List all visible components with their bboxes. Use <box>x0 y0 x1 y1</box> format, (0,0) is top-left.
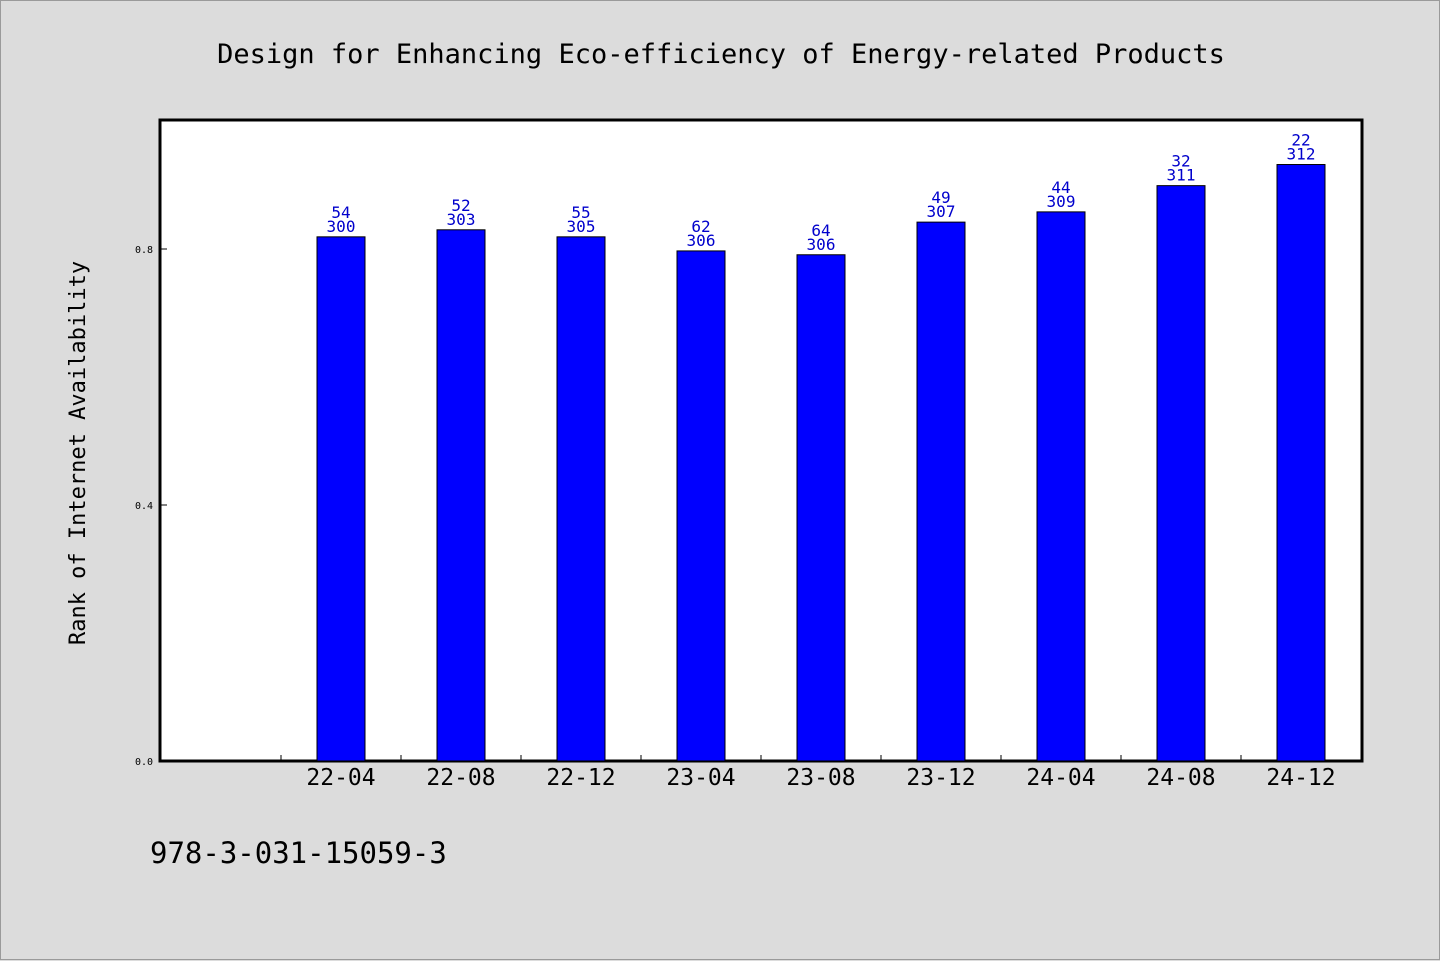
x-ticks: 22-04 22-08 22-12 23-04 23-08 23-12 24-04 24-08… <box>280 755 1336 791</box>
bar-label-top: 22 <box>1291 131 1310 150</box>
bar-23-04 <box>676 250 726 762</box>
bar-label-bottom: 311 <box>1167 166 1196 185</box>
x-tick-label: 23-04 <box>666 765 735 791</box>
isbn-footer: 978-3-031-15059-3 <box>150 836 447 870</box>
bar-label-bottom: 306 <box>807 235 836 254</box>
bar-label-top: 52 <box>451 196 470 215</box>
y-ticks: 0.0 0.4 0.8 <box>135 245 167 768</box>
bar-23-08 <box>796 254 846 762</box>
y-tick-label: 0.8 <box>135 245 153 256</box>
bar-label-bottom: 312 <box>1287 145 1316 164</box>
bar-24-08 <box>1156 185 1206 762</box>
bar-label-top: 54 <box>331 203 350 222</box>
bar-label-top: 55 <box>571 203 590 222</box>
x-tick-label: 24-04 <box>1026 765 1095 791</box>
bar-label-top: 32 <box>1171 152 1190 171</box>
x-tick-label: 22-08 <box>426 765 495 791</box>
bars <box>316 164 1326 762</box>
y-tick-label: 0.4 <box>135 501 153 512</box>
bar-label-top: 62 <box>691 217 710 236</box>
x-tick-label: 24-08 <box>1146 765 1215 791</box>
bar-22-12 <box>556 236 606 762</box>
x-tick-label: 23-08 <box>786 765 855 791</box>
bar-label-bottom: 307 <box>927 202 956 221</box>
y-tick-label: 0.0 <box>135 757 153 768</box>
bar-23-12 <box>916 221 966 762</box>
bar-label-bottom: 300 <box>327 217 356 236</box>
x-tick-label: 24-12 <box>1266 765 1335 791</box>
bar-22-04 <box>316 236 366 762</box>
bar-label-bottom: 309 <box>1047 192 1076 211</box>
bar-label-bottom: 306 <box>687 231 716 250</box>
bar-label-top: 64 <box>811 221 830 240</box>
chart-title: Design for Enhancing Eco-efficiency of E… <box>217 39 1225 70</box>
y-axis-label: Rank of Internet Availability <box>66 261 91 645</box>
bar-22-08 <box>436 229 486 762</box>
x-tick-label: 23-12 <box>906 765 975 791</box>
bar-24-12 <box>1276 164 1326 762</box>
x-tick-label: 22-04 <box>306 765 375 791</box>
bar-label-top: 49 <box>931 188 950 207</box>
bar-24-04 <box>1036 211 1086 762</box>
bar-label-bottom: 303 <box>447 210 476 229</box>
x-tick-label: 22-12 <box>546 765 615 791</box>
bar-label-top: 44 <box>1051 178 1070 197</box>
bar-label-bottom: 305 <box>567 217 596 236</box>
